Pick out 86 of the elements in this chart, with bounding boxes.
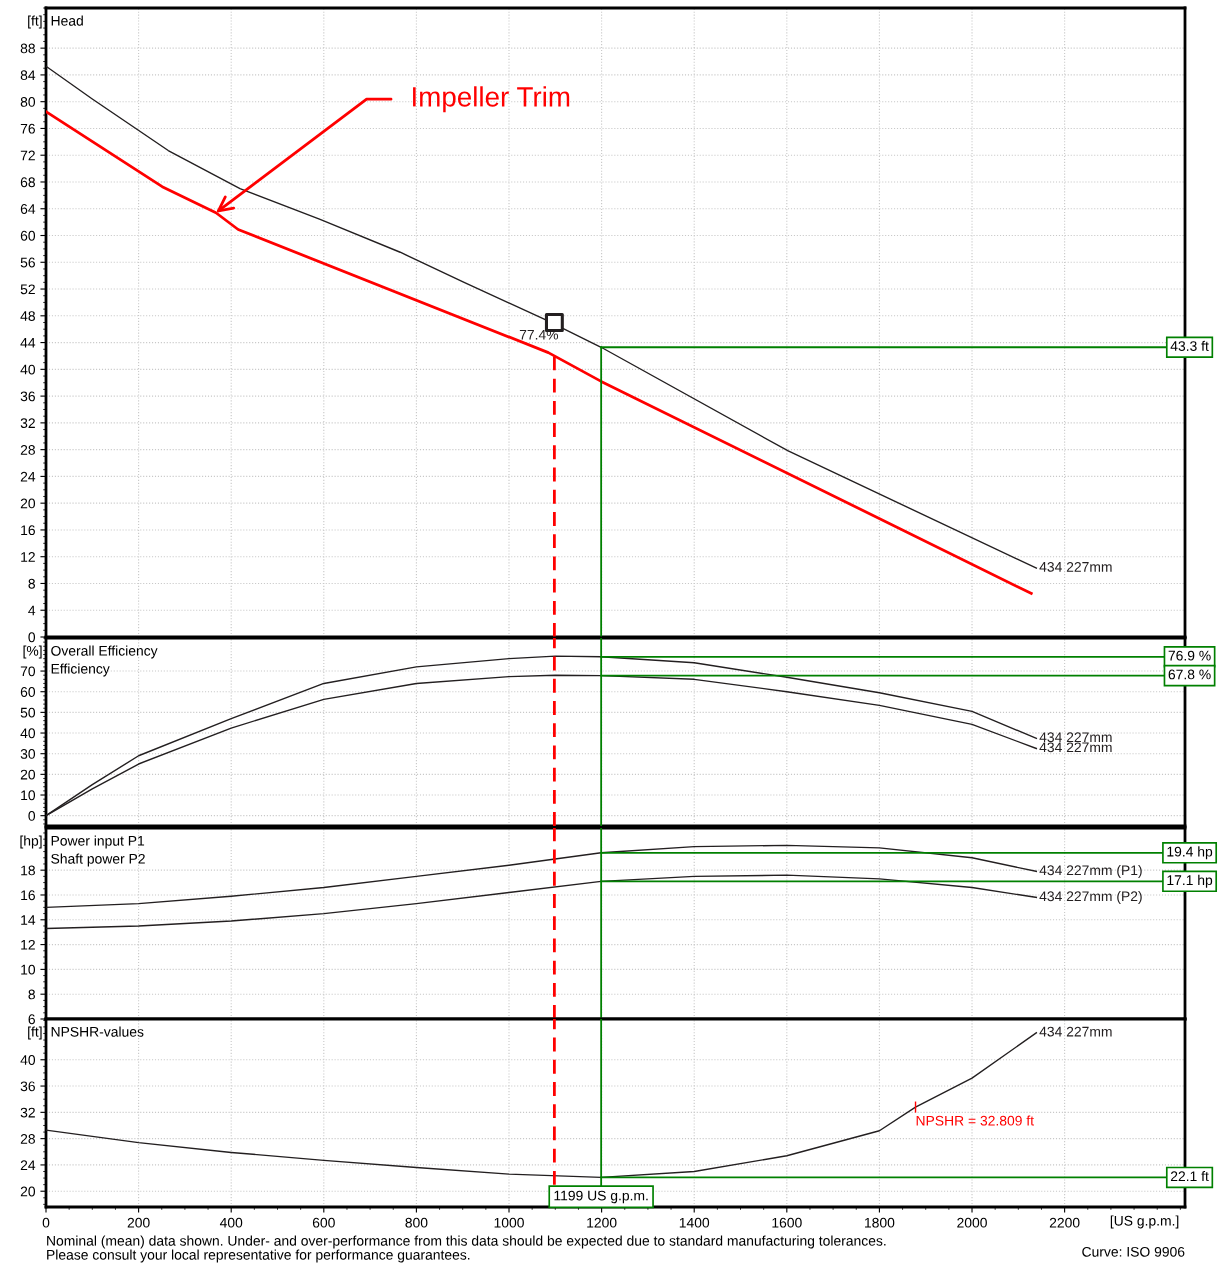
y-tick-label: 32 — [20, 1107, 35, 1118]
y-tick-label: 60 — [20, 230, 36, 241]
y-tick-label: 16 — [21, 525, 35, 536]
ref-line-label: 43.3 ft — [1170, 340, 1209, 351]
y-tick-label: 70 — [20, 666, 36, 677]
text: Curve: ISO 9906 — [1082, 1246, 1185, 1257]
y-tick-label: 20 — [20, 1186, 36, 1197]
y-tick-label: 60 — [20, 687, 36, 697]
ref-line-label: 17.1 hp — [1167, 874, 1213, 888]
annotation: Overall Efficiency — [51, 645, 158, 659]
y-tick-label: 10 — [21, 790, 36, 801]
y-tick-label: 40 — [20, 364, 36, 375]
y-tick-label: 56 — [20, 257, 35, 268]
x-tick-label: 0 — [42, 1217, 50, 1228]
annotation: NPSHR-values — [51, 1026, 144, 1037]
y-tick-label: 48 — [20, 311, 35, 321]
x-tick-label: 1000 — [494, 1217, 524, 1228]
annotation: Power input P1 — [51, 835, 145, 849]
x-tick-label: 800 — [405, 1217, 428, 1228]
y-tick-label: 16 — [21, 890, 35, 901]
y-tick-label: 36 — [20, 1081, 35, 1092]
ref-line-label: 22.1 ft — [1170, 1170, 1209, 1182]
y-tick-label: 24 — [20, 1160, 36, 1170]
x-tick-label: 2000 — [957, 1217, 987, 1228]
y-tick-label: 32 — [20, 418, 35, 429]
y-axis-title: [ft] — [28, 1026, 42, 1040]
y-tick-label: 18 — [21, 865, 35, 876]
y-tick-label: 4 — [28, 605, 36, 616]
y-tick-label: 44 — [20, 338, 36, 348]
x-tick-label: 200 — [127, 1217, 150, 1228]
series-label: 434 227mm (P2) — [1039, 890, 1142, 904]
series-label: 434 227mm — [1039, 1026, 1112, 1037]
text: Nominal (mean) data shown. Under- and over-performance from this data should be expected due to standard manufacturing tolerances. — [47, 1235, 886, 1249]
annotation: Head — [51, 15, 83, 26]
y-tick-label: 12 — [21, 552, 35, 562]
y-tick-label: 24 — [20, 471, 36, 482]
y-tick-label: 28 — [20, 444, 35, 455]
y-tick-label: 50 — [20, 707, 36, 718]
y-tick-label: 0 — [28, 811, 36, 821]
x-tick-label: 1200 — [587, 1217, 617, 1228]
series-label: 434 227mm — [1039, 561, 1112, 572]
x-tick-label: 1800 — [865, 1217, 895, 1228]
y-tick-label: 10 — [21, 964, 36, 975]
line-series — [46, 874, 1038, 930]
ref-line-label: 19.4 hp — [1167, 846, 1213, 860]
series-label: 434 227mm — [1039, 732, 1112, 743]
x-tick-label: 1400 — [679, 1217, 710, 1228]
series-label: 434 227mm — [1039, 742, 1112, 753]
y-tick-label: 64 — [20, 204, 36, 214]
annotation: NPSHR = 32.809 ft — [916, 1115, 1034, 1126]
x-tick-label: 1600 — [772, 1217, 802, 1228]
x-tick-label: 600 — [312, 1217, 335, 1228]
y-tick-label: 40 — [20, 728, 36, 739]
y-tick-label: 72 — [20, 150, 35, 161]
annotation: Impeller Trim — [413, 86, 570, 113]
y-tick-label: 36 — [20, 391, 35, 402]
ref-line-label: 76.9 % — [1168, 650, 1211, 661]
x-tick-label: 2200 — [1049, 1217, 1080, 1228]
y-tick-label: 28 — [20, 1133, 35, 1144]
x-axis-title: [US g.p.m.] — [1110, 1215, 1179, 1229]
annotation: Efficiency — [51, 663, 110, 677]
y-axis-title: [ft] — [28, 15, 42, 29]
y-tick-label: 30 — [20, 749, 36, 759]
ref-line-label: 1199 US g.p.m. — [554, 1190, 648, 1204]
text: Please consult your local representative for performance guarantees. — [47, 1249, 470, 1263]
y-axis-title: [%] — [23, 645, 42, 659]
ref-line-label: 67.8 % — [1168, 669, 1211, 680]
y-tick-label: 0 — [28, 632, 36, 643]
y-tick-label: 84 — [20, 70, 36, 81]
y-tick-label: 52 — [20, 284, 35, 295]
y-tick-label: 12 — [21, 939, 35, 950]
y-tick-label: 8 — [28, 578, 35, 589]
y-tick-label: 40 — [20, 1055, 36, 1065]
y-tick-label: 80 — [20, 97, 36, 107]
y-tick-label: 88 — [20, 43, 35, 54]
y-tick-label: 68 — [20, 177, 35, 188]
y-tick-label: 76 — [20, 123, 35, 134]
x-tick-label: 400 — [219, 1217, 243, 1228]
y-tick-label: 20 — [20, 498, 36, 509]
y-tick-label: 20 — [20, 769, 36, 780]
y-tick-label: 14 — [21, 915, 36, 925]
annotation: Shaft power P2 — [51, 853, 145, 867]
series-label: 434 227mm (P1) — [1039, 864, 1142, 878]
y-tick-label: 8 — [28, 989, 35, 1000]
y-tick-label: 6 — [28, 1014, 35, 1025]
y-axis-title: [hp] — [20, 835, 42, 849]
